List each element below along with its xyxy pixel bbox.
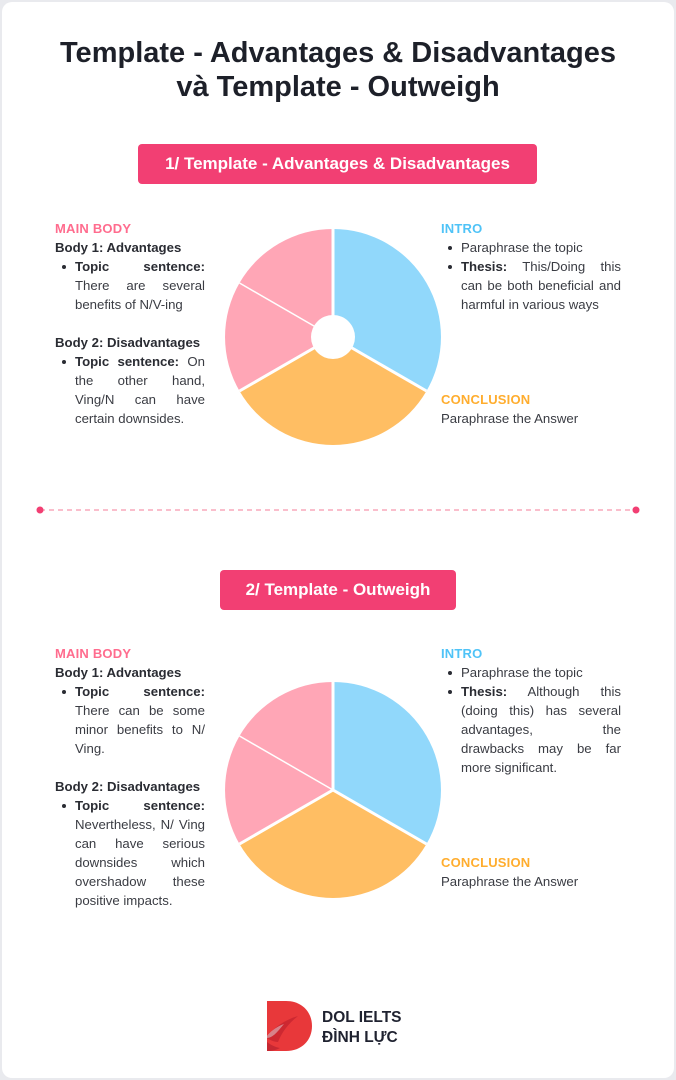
thesis-text: Although this (doing this) has several a… bbox=[461, 684, 622, 775]
conclusion-text: Paraphrase the Answer bbox=[441, 874, 579, 889]
section-2-conclusion: CONCLUSION Paraphrase the Answer bbox=[441, 853, 621, 891]
list-item: Topic sentence: On the other hand, Ving/… bbox=[62, 352, 205, 428]
list-item: Paraphrase the topic bbox=[448, 663, 621, 682]
section-2-pill: 2/ Template - Outweigh bbox=[220, 570, 456, 610]
section-1-main-body: MAIN BODY Body 1: Advantages Topic sente… bbox=[55, 219, 205, 428]
section-2-main-body: MAIN BODY Body 1: Advantages Topic sente… bbox=[55, 644, 205, 910]
dol-logo-icon bbox=[267, 1001, 312, 1051]
topic-sentence-label: Topic sentence: bbox=[75, 798, 205, 813]
body-2-list: Topic sentence: On the other hand, Ving/… bbox=[55, 352, 205, 428]
logo-line-2: ĐÌNH LỰC bbox=[322, 1029, 398, 1046]
topic-sentence-text: There can be some minor benefits to N/ V… bbox=[75, 703, 205, 756]
body-1-list: Topic sentence: There are several benefi… bbox=[55, 257, 205, 314]
main-body-heading: MAIN BODY bbox=[55, 221, 132, 236]
section-2-structure-wheel bbox=[225, 682, 441, 898]
thesis-text: This/Doing this can be both beneficial a… bbox=[461, 259, 621, 312]
section-1-conclusion: CONCLUSION Paraphrase the Answer bbox=[441, 390, 621, 428]
body-1-list: Topic sentence: There can be some minor … bbox=[55, 682, 205, 758]
body-2-title: Body 2: Disadvantages bbox=[55, 779, 201, 794]
intro-segment bbox=[333, 682, 441, 844]
conclusion-heading: CONCLUSION bbox=[441, 855, 531, 870]
section-2-intro: INTRO Paraphrase the topic Thesis: Altho… bbox=[441, 644, 621, 777]
body-1-title: Body 1: Advantages bbox=[55, 665, 182, 680]
topic-sentence-label: Topic sentence: bbox=[75, 259, 205, 274]
list-item: Paraphrase the topic bbox=[448, 238, 621, 257]
body-2-title: Body 2: Disadvantages bbox=[55, 335, 201, 350]
body-segment bbox=[225, 229, 333, 391]
intro-heading: INTRO bbox=[441, 221, 483, 236]
intro-heading: INTRO bbox=[441, 646, 483, 661]
topic-sentence-text: On the other hand, Ving/N can have certa… bbox=[75, 354, 205, 426]
topic-sentence-text: Nevertheless, N/ Ving can have serious d… bbox=[75, 817, 205, 908]
wheel-hole bbox=[311, 315, 355, 359]
list-item: Topic sentence: There are several benefi… bbox=[62, 257, 205, 314]
dol-logo: DOL IELTS ĐÌNH LỰC bbox=[264, 998, 414, 1054]
thesis-label: Thesis: bbox=[461, 684, 508, 699]
main-body-heading: MAIN BODY bbox=[55, 646, 132, 661]
conclusion-segment bbox=[239, 790, 427, 898]
body-2-list: Topic sentence: Nevertheless, N/ Ving ca… bbox=[55, 796, 205, 910]
thesis-label: Thesis: bbox=[461, 259, 508, 274]
title-line-2: và Template - Outweigh bbox=[176, 71, 500, 103]
intro-list: Paraphrase the topic Thesis: Although th… bbox=[441, 663, 621, 777]
conclusion-text: Paraphrase the Answer bbox=[441, 411, 579, 426]
list-item: Thesis: Although this (doing this) has s… bbox=[448, 682, 622, 777]
list-item: Topic sentence: Nevertheless, N/ Ving ca… bbox=[62, 796, 205, 910]
list-item: Topic sentence: There can be some minor … bbox=[62, 682, 205, 758]
topic-sentence-text: There are several benefits of N/V-ing bbox=[75, 278, 205, 312]
section-1-structure-wheel bbox=[225, 229, 441, 445]
section-divider bbox=[36, 506, 640, 514]
body-1-title: Body 1: Advantages bbox=[55, 240, 182, 255]
intro-list: Paraphrase the topic Thesis: This/Doing … bbox=[441, 238, 621, 314]
section-1-intro: INTRO Paraphrase the topic Thesis: This/… bbox=[441, 219, 621, 314]
conclusion-segment bbox=[239, 337, 427, 445]
topic-sentence-label: Topic sentence: bbox=[75, 684, 205, 699]
section-1-pill: 1/ Template - Advantages & Disadvantages bbox=[138, 144, 537, 184]
intro-segment bbox=[333, 229, 441, 391]
body-segment bbox=[225, 682, 333, 844]
topic-sentence-label: Topic sentence: bbox=[75, 354, 180, 369]
list-item: Thesis: This/Doing this can be both bene… bbox=[448, 257, 621, 314]
page-title: Template - Advantages & Disadvantages và… bbox=[0, 36, 676, 104]
logo-line-1: DOL IELTS bbox=[322, 1009, 402, 1026]
title-line-1: Template - Advantages & Disadvantages bbox=[60, 37, 616, 69]
conclusion-heading: CONCLUSION bbox=[441, 392, 531, 407]
